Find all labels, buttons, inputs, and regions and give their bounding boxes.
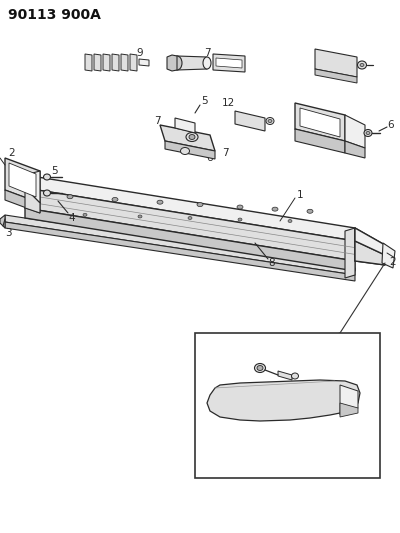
Polygon shape (213, 54, 245, 72)
Polygon shape (25, 208, 355, 271)
Text: 5: 5 (201, 96, 207, 106)
Polygon shape (130, 54, 137, 71)
Polygon shape (25, 188, 355, 261)
Ellipse shape (254, 364, 266, 373)
Text: 3: 3 (5, 228, 11, 238)
Text: 4: 4 (69, 213, 75, 223)
Ellipse shape (358, 61, 366, 69)
Ellipse shape (272, 207, 278, 211)
Ellipse shape (268, 119, 272, 123)
Ellipse shape (44, 174, 50, 180)
Polygon shape (103, 54, 110, 71)
Polygon shape (25, 188, 40, 213)
Text: 10: 10 (254, 341, 266, 351)
Ellipse shape (266, 117, 274, 125)
Text: 2: 2 (390, 257, 396, 267)
Ellipse shape (257, 366, 263, 370)
Ellipse shape (180, 148, 190, 155)
Ellipse shape (292, 373, 298, 379)
Polygon shape (345, 141, 365, 158)
Text: 5: 5 (52, 166, 58, 176)
Polygon shape (5, 215, 355, 275)
Text: 2: 2 (9, 148, 15, 158)
Text: 6: 6 (388, 120, 394, 130)
Ellipse shape (307, 209, 313, 213)
Ellipse shape (237, 205, 243, 209)
Ellipse shape (186, 133, 198, 141)
Ellipse shape (138, 215, 142, 218)
Text: 7: 7 (204, 48, 210, 58)
Polygon shape (295, 103, 345, 141)
Polygon shape (5, 222, 355, 281)
Ellipse shape (238, 218, 242, 221)
Polygon shape (207, 380, 360, 421)
Ellipse shape (197, 203, 203, 207)
Polygon shape (340, 403, 358, 417)
Text: 7: 7 (222, 148, 228, 158)
Ellipse shape (203, 57, 211, 69)
Ellipse shape (44, 190, 50, 196)
FancyBboxPatch shape (195, 333, 380, 478)
Polygon shape (235, 111, 265, 131)
Polygon shape (216, 58, 242, 68)
Polygon shape (340, 385, 358, 415)
Polygon shape (167, 55, 177, 71)
Ellipse shape (366, 132, 370, 134)
Text: 90113 900A: 90113 900A (8, 8, 101, 22)
Polygon shape (177, 56, 207, 70)
Polygon shape (160, 125, 215, 151)
Ellipse shape (112, 197, 118, 201)
Ellipse shape (157, 200, 163, 204)
Ellipse shape (288, 220, 292, 223)
Polygon shape (112, 54, 119, 71)
Polygon shape (5, 158, 40, 203)
Ellipse shape (67, 195, 73, 199)
Ellipse shape (172, 56, 182, 70)
Polygon shape (355, 228, 385, 265)
Polygon shape (300, 108, 340, 137)
Polygon shape (25, 171, 40, 203)
Polygon shape (85, 54, 92, 71)
Text: 6: 6 (207, 153, 213, 163)
Polygon shape (5, 190, 40, 213)
Ellipse shape (188, 216, 192, 220)
Text: 7: 7 (154, 116, 160, 126)
Text: 11: 11 (288, 342, 302, 352)
Polygon shape (139, 59, 149, 66)
Polygon shape (382, 243, 395, 268)
Polygon shape (278, 371, 292, 380)
Text: 12: 12 (221, 98, 235, 108)
Polygon shape (0, 215, 5, 228)
Polygon shape (355, 228, 385, 255)
Polygon shape (345, 228, 355, 278)
Polygon shape (295, 129, 345, 153)
Ellipse shape (83, 213, 87, 216)
Polygon shape (9, 163, 36, 197)
Polygon shape (121, 54, 128, 71)
Text: 1: 1 (297, 190, 303, 200)
Polygon shape (25, 175, 355, 241)
Ellipse shape (364, 130, 372, 136)
Polygon shape (315, 69, 357, 83)
Polygon shape (355, 241, 385, 265)
Text: 9: 9 (137, 48, 143, 58)
Polygon shape (175, 118, 195, 133)
Text: 8: 8 (269, 258, 275, 268)
Polygon shape (94, 54, 101, 71)
Ellipse shape (189, 134, 195, 140)
Polygon shape (345, 115, 365, 148)
Polygon shape (165, 141, 215, 159)
Polygon shape (315, 49, 357, 77)
Ellipse shape (360, 63, 364, 67)
